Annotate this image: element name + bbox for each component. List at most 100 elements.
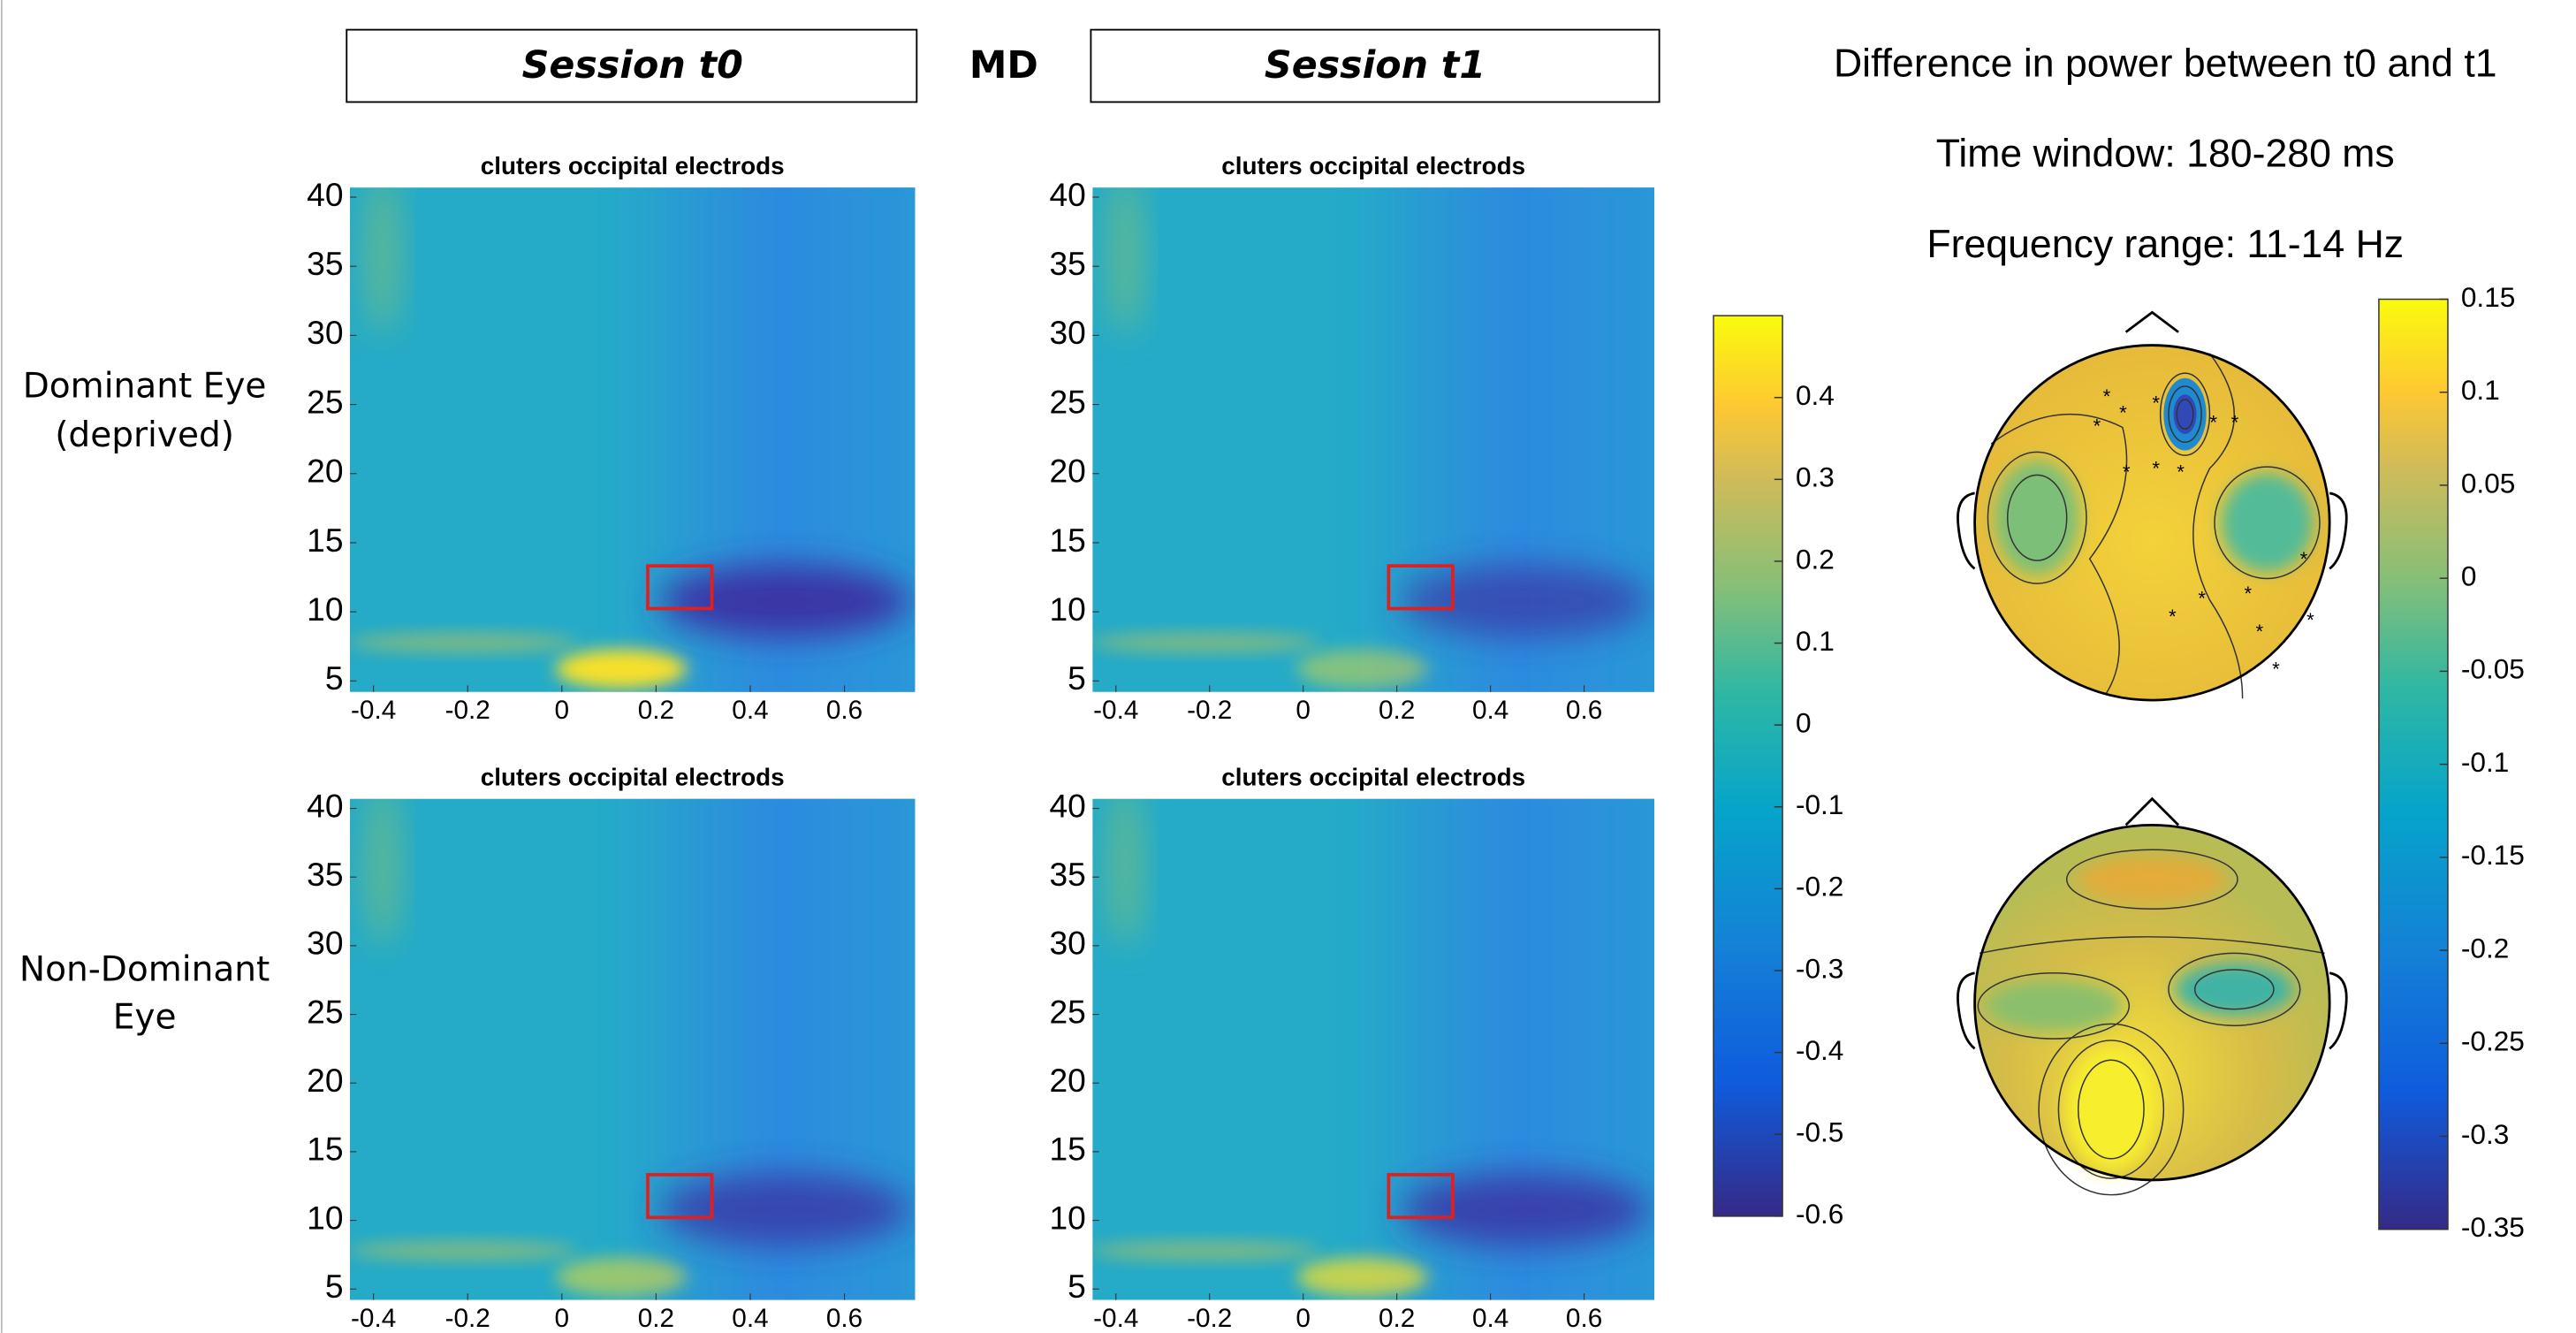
svg-text:*: * [2123,461,2131,483]
x-tick-label: 0.2 [1379,1304,1415,1333]
x-tick-label: 0 [555,696,570,725]
x-tick-label: 0.6 [826,1304,862,1333]
heatmap-region [555,1257,688,1297]
y-tick-label: 20 [307,453,343,490]
heatmap-region [1092,632,1320,653]
x-tick-label: -0.4 [1093,1304,1138,1333]
colorbar-tick-label: -0.6 [1796,1198,1843,1230]
colorbar [2378,298,2449,1230]
svg-text:*: * [2119,402,2127,424]
colorbar [1713,315,1783,1217]
y-tick-label: 40 [307,176,343,213]
y-tick-label: 15 [1049,1131,1085,1168]
y-tick-label: 25 [307,383,343,420]
y-tick-label: 30 [307,314,343,351]
heatmap-region [1401,1173,1649,1246]
heatmap-region [555,649,688,689]
heatmap-region [1108,798,1143,947]
row-label: Dominant Eye [23,366,267,406]
x-tick-label: 0 [1296,696,1311,725]
y-tick-label: 40 [1049,787,1085,824]
heatmap-region [1401,565,1649,637]
row-label: Eye [113,997,177,1037]
heatmap-region [366,798,399,947]
heatmap-region [349,632,578,653]
heatmap [349,187,916,692]
heatmap-region [366,187,399,336]
heatmap [349,798,916,1300]
colorbar-tick-label: 0.2 [1796,543,1835,575]
y-tick-label: 30 [1049,925,1085,962]
x-tick-label: -0.4 [351,1304,396,1333]
colorbar-tick-label: 0.05 [2461,467,2516,499]
colorbar-tick-label: 0 [2461,560,2477,592]
info-text: Difference in power between t0 and t1 [1834,42,2497,85]
y-tick-label: 25 [307,993,343,1030]
x-tick-label: -0.4 [1093,696,1138,725]
y-tick-label: 30 [1049,314,1085,351]
x-tick-label: 0.2 [638,1304,674,1333]
heatmap-region [1345,187,1655,692]
y-tick-label: 25 [1049,993,1085,1030]
x-tick-label: 0.6 [1566,696,1602,725]
y-tick-label: 10 [307,590,343,628]
panel-title: cluters occipital electrods [1221,152,1525,179]
heatmap-region [604,187,916,692]
row-label: Non-Dominant [19,949,270,989]
colorbar-tick-label: -0.25 [2461,1025,2525,1057]
time-frequency-window [1387,564,1455,611]
x-tick-label: 0.4 [732,696,768,725]
y-tick-label: 10 [307,1199,343,1236]
info-text: Frequency range: 11-14 Hz [1926,223,2404,266]
colorbar-tick-label: -0.05 [2461,653,2525,685]
time-frequency-window [646,564,714,611]
svg-text:*: * [2244,583,2252,605]
colorbar-tick-label: -0.15 [2461,839,2525,871]
panel-title: cluters occipital electrods [1221,764,1525,791]
header-box [1090,28,1660,103]
y-tick-label: 5 [1068,659,1086,697]
svg-text:*: * [2152,392,2160,414]
header-label: MD [969,43,1038,88]
y-tick-label: 15 [307,1131,343,1168]
colorbar-tick-label: 0 [1796,707,1812,739]
y-tick-label: 40 [307,787,343,824]
colorbar-tick-label: -0.35 [2461,1211,2525,1243]
x-tick-label: 0.6 [826,696,862,725]
header-label: Session t0 [522,43,743,88]
y-tick-label: 35 [1049,856,1085,893]
topoplot [1957,796,2348,1196]
y-tick-label: 40 [1049,176,1085,213]
colorbar-tick-label: -0.1 [2461,746,2509,778]
x-tick-label: 0 [1296,1304,1311,1333]
heatmap-region [349,1240,578,1261]
info-text: Time window: 180-280 ms [1936,133,2395,176]
colorbar-tick-label: 0.3 [1796,461,1835,493]
y-tick-label: 15 [1049,522,1085,559]
heatmap-region [660,565,910,637]
heatmap-region [604,798,916,1300]
y-tick-label: 15 [307,522,343,559]
y-tick-label: 20 [1049,1062,1085,1099]
colorbar-tick-label: -0.3 [1796,952,1843,984]
header-box [346,28,918,103]
colorbar-tick-label: -0.3 [2461,1118,2509,1150]
y-tick-label: 10 [1049,590,1085,628]
y-tick-label: 5 [325,1268,344,1305]
y-tick-label: 20 [307,1062,343,1099]
y-tick-label: 5 [1068,1268,1086,1305]
heatmap [1092,187,1655,692]
x-tick-label: 0.4 [1472,696,1508,725]
colorbar-tick-label: -0.5 [1796,1116,1843,1148]
time-frequency-window [646,1173,714,1220]
x-tick-label: -0.2 [1187,696,1232,725]
svg-text:*: * [2209,412,2217,434]
svg-text:*: * [2306,609,2314,631]
y-tick-label: 25 [1049,383,1085,420]
x-tick-label: -0.2 [445,1304,490,1333]
panel-title: cluters occipital electrods [481,764,785,791]
y-tick-label: 35 [307,856,343,893]
heatmap-region [1296,1257,1428,1297]
row-label: (deprived) [55,415,234,455]
